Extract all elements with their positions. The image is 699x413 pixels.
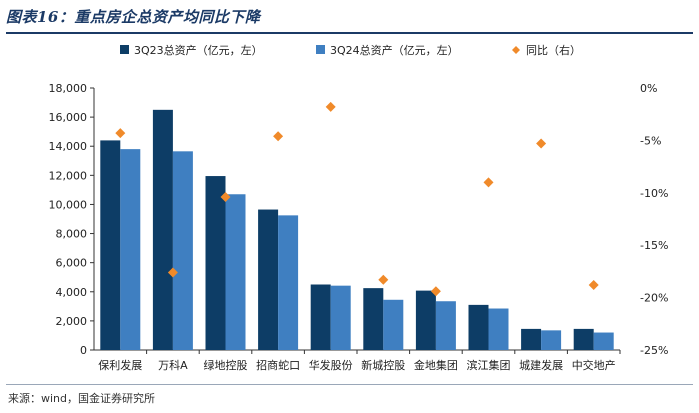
bar-1 xyxy=(521,328,542,350)
right-tick-label: -20% xyxy=(640,292,668,305)
right-tick-label: -15% xyxy=(640,239,668,252)
axes: 0 2,000 4,000 6,000 8,000 10,000 12,000 14,000 1… xyxy=(49,82,669,372)
legend-label-1: 3Q23总资产（亿元，左） xyxy=(134,43,263,57)
bar-2 xyxy=(488,308,509,350)
yoy-point xyxy=(220,191,231,202)
left-tick-label: 18,000 xyxy=(49,82,88,95)
bar-1 xyxy=(468,304,489,350)
yoy-point xyxy=(378,274,389,285)
bar-2 xyxy=(172,151,193,350)
bar-2 xyxy=(435,301,456,350)
bar-2 xyxy=(330,285,351,350)
bar-1 xyxy=(363,288,384,350)
bars xyxy=(100,109,614,350)
left-tick-label: 10,000 xyxy=(49,198,88,211)
bar-1 xyxy=(205,176,226,350)
bar-1 xyxy=(415,290,436,350)
left-tick-label: 8,000 xyxy=(56,228,88,241)
yoy-point xyxy=(483,177,494,188)
x-tick-label: 保利发展 xyxy=(98,358,142,372)
yoy-point xyxy=(167,267,178,278)
bar-2 xyxy=(593,332,614,350)
yoy-point xyxy=(430,286,441,297)
right-tick-label: -25% xyxy=(640,344,668,357)
bar-2 xyxy=(383,299,404,350)
yoy-point xyxy=(588,280,599,291)
legend-label-3: 同比（右） xyxy=(526,43,581,57)
legend: 3Q23总资产（亿元，左） 3Q24总资产（亿元，左） 同比（右） xyxy=(120,43,581,57)
left-tick-label: 4,000 xyxy=(56,286,88,299)
source-note: 来源：wind，国金证券研究所 xyxy=(8,392,156,405)
x-tick-label: 中交地产 xyxy=(572,358,616,372)
bar-2 xyxy=(225,194,246,350)
yoy-point xyxy=(115,128,126,139)
bar-1 xyxy=(258,209,279,350)
yoy-point xyxy=(536,138,547,149)
bar-2 xyxy=(541,330,562,350)
legend-label-2: 3Q24总资产（亿元，左） xyxy=(330,43,459,57)
legend-swatch-1 xyxy=(120,45,129,54)
left-tick-label: 14,000 xyxy=(49,140,88,153)
x-tick-label: 绿地控股 xyxy=(204,358,248,372)
left-tick-label: 16,000 xyxy=(49,111,88,124)
right-tick-label: -10% xyxy=(640,187,668,200)
right-tick-label: 0% xyxy=(640,82,657,95)
x-tick-label: 万科A xyxy=(158,358,188,372)
yoy-point xyxy=(325,101,336,112)
left-tick-label: 6,000 xyxy=(56,257,88,270)
bar-1 xyxy=(573,328,594,350)
bar-1 xyxy=(310,284,331,350)
x-tick-label: 滨江集团 xyxy=(467,358,511,372)
bar-1 xyxy=(152,109,173,350)
title-rule xyxy=(6,32,693,34)
legend-swatch-3 xyxy=(512,46,520,54)
right-tick-label: -5% xyxy=(640,134,661,147)
points xyxy=(115,101,599,297)
bar-2 xyxy=(120,149,141,350)
bar-1 xyxy=(100,140,121,350)
footer-rule xyxy=(6,384,693,385)
x-tick-label: 城建发展 xyxy=(519,358,563,372)
legend-swatch-2 xyxy=(316,45,325,54)
bar-2 xyxy=(278,215,299,350)
x-tick-label: 新城控股 xyxy=(361,358,405,372)
left-tick-label: 0 xyxy=(80,344,87,357)
yoy-point xyxy=(273,131,284,142)
x-tick-label: 金地集团 xyxy=(414,358,458,372)
x-tick-label: 华发股份 xyxy=(309,358,353,372)
left-tick-label: 2,000 xyxy=(56,315,88,328)
x-tick-label: 招商蛇口 xyxy=(256,358,300,372)
chart-title: 图表16：重点房企总资产均同比下降 xyxy=(6,8,261,26)
left-tick-label: 12,000 xyxy=(49,169,88,182)
